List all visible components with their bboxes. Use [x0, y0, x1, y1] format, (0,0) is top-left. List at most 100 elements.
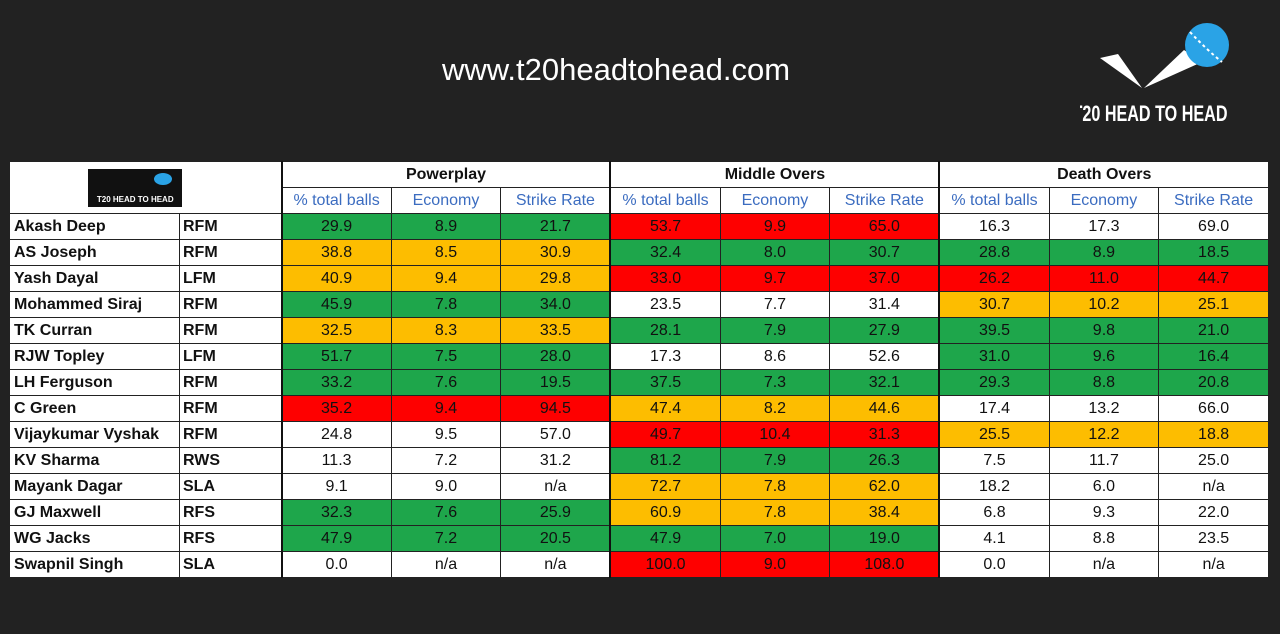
stat-cell: 30.7	[938, 291, 1050, 318]
stat-cell: 62.0	[829, 473, 940, 500]
stat-cell: 24.8	[280, 421, 392, 448]
brand-logo: T20 HEAD TO HEAD	[1080, 23, 1229, 126]
logo-streak	[1100, 54, 1142, 88]
stat-cell: 17.3	[1048, 213, 1160, 240]
player-row: KV Sharma RWS 11.3 7.2 31.2 81.2 7.9 26.3 7.5 11.…	[9, 447, 1269, 474]
stat-cell: 8.3	[390, 317, 502, 344]
stat-cell: 28.8	[938, 239, 1050, 266]
column-header: Strike Rate	[500, 187, 611, 214]
stat-cell: 4.1	[938, 525, 1050, 552]
stat-cell: 30.9	[500, 239, 611, 266]
stat-cell: 7.0	[719, 525, 831, 552]
bowler-type: RFM	[179, 239, 282, 266]
player-name: Swapnil Singh	[9, 551, 180, 578]
stat-cell: 25.0	[1158, 447, 1269, 474]
stat-cell: 32.4	[609, 239, 721, 266]
bowler-type: LFM	[179, 343, 282, 370]
player-row: C Green RFM 35.2 9.4 94.5 47.4 8.2 44.6 17.4 13.2…	[9, 395, 1269, 422]
stat-cell: 0.0	[280, 551, 392, 578]
player-name: C Green	[9, 395, 180, 422]
column-header: % total balls	[609, 187, 721, 214]
column-header: % total balls	[938, 187, 1050, 214]
stat-cell: 47.4	[609, 395, 721, 422]
stat-cell: n/a	[390, 551, 502, 578]
stat-cell: 69.0	[1158, 213, 1269, 240]
stat-cell: 21.7	[500, 213, 611, 240]
stat-cell: 13.2	[1048, 395, 1160, 422]
player-name: TK Curran	[9, 317, 180, 344]
column-header: Economy	[390, 187, 502, 214]
stat-cell: 25.1	[1158, 291, 1269, 318]
stat-cell: 9.1	[280, 473, 392, 500]
stat-cell: 19.5	[500, 369, 611, 396]
stat-cell: 29.8	[500, 265, 611, 292]
player-name: LH Ferguson	[9, 369, 180, 396]
stat-cell: 9.6	[1048, 343, 1160, 370]
stat-cell: n/a	[1048, 551, 1160, 578]
stat-cell: 8.8	[1048, 369, 1160, 396]
stat-cell: 26.3	[829, 447, 940, 474]
player-row: Mohammed Siraj RFM 45.9 7.8 34.0 23.5 7.7 31.4 3…	[9, 291, 1269, 318]
stat-cell: 31.2	[500, 447, 611, 474]
stat-cell: 28.1	[609, 317, 721, 344]
stat-cell: 65.0	[829, 213, 940, 240]
stat-cell: 8.9	[390, 213, 502, 240]
stat-cell: 60.9	[609, 499, 721, 526]
player-row: LH Ferguson RFM 33.2 7.6 19.5 37.5 7.3 32.1 29.3…	[9, 369, 1269, 396]
stat-cell: 40.9	[280, 265, 392, 292]
player-name: Akash Deep	[9, 213, 180, 240]
column-header: Economy	[1048, 187, 1160, 214]
stat-cell: 21.0	[1158, 317, 1269, 344]
table-logo-text: T20 HEAD TO HEAD	[96, 194, 174, 204]
stat-cell: 34.0	[500, 291, 611, 318]
stat-cell: 7.5	[938, 447, 1050, 474]
stat-cell: 31.0	[938, 343, 1050, 370]
player-row: TK Curran RFM 32.5 8.3 33.5 28.1 7.9 27.9 39.5 9.…	[9, 317, 1269, 344]
stat-cell: 9.7	[719, 265, 831, 292]
stat-cell: n/a	[500, 473, 611, 500]
stat-cell: 52.6	[829, 343, 940, 370]
stat-cell: 38.8	[280, 239, 392, 266]
stat-cell: 7.6	[390, 499, 502, 526]
stat-cell: 38.4	[829, 499, 940, 526]
player-name: WG Jacks	[9, 525, 180, 552]
stat-cell: 8.2	[719, 395, 831, 422]
stat-cell: 28.0	[500, 343, 611, 370]
stat-cell: 18.2	[938, 473, 1050, 500]
column-header: Strike Rate	[1158, 187, 1269, 214]
stat-cell: 33.0	[609, 265, 721, 292]
subheader-row: % total balls Economy Strike Rate% total b…	[10, 187, 1269, 214]
player-row: Swapnil Singh SLA 0.0 n/a n/a 100.0 9.0 108.0 0.…	[9, 551, 1269, 578]
stat-cell: 25.5	[938, 421, 1050, 448]
player-name: Vijaykumar Vyshak	[9, 421, 180, 448]
stat-cell: 37.5	[609, 369, 721, 396]
player-name: Yash Dayal	[9, 265, 180, 292]
stat-cell: 7.6	[390, 369, 502, 396]
stat-cell: 94.5	[500, 395, 611, 422]
stat-cell: 44.6	[829, 395, 940, 422]
group-header: Death Overs	[938, 161, 1270, 188]
player-name: AS Joseph	[9, 239, 180, 266]
logo-ball	[1185, 23, 1229, 67]
stat-cell: 17.3	[609, 343, 721, 370]
stat-cell: 37.0	[829, 265, 940, 292]
stat-cell: 8.8	[1048, 525, 1160, 552]
column-header: % total balls	[280, 187, 392, 214]
stat-cell: 9.8	[1048, 317, 1160, 344]
group-header: Middle Overs	[609, 161, 940, 188]
stat-cell: 100.0	[609, 551, 721, 578]
stat-cell: 49.7	[609, 421, 721, 448]
stat-cell: 44.7	[1158, 265, 1269, 292]
stat-cell: 20.5	[500, 525, 611, 552]
stat-cell: 35.2	[280, 395, 392, 422]
stat-cell: 19.0	[829, 525, 940, 552]
stat-cell: 7.9	[719, 317, 831, 344]
stat-cell: 9.4	[390, 265, 502, 292]
bowler-type: RFM	[179, 213, 282, 240]
stat-cell: 7.2	[390, 525, 502, 552]
stat-cell: 7.9	[719, 447, 831, 474]
stat-cell: 32.3	[280, 499, 392, 526]
player-row: WG Jacks RFS 47.9 7.2 20.5 47.9 7.0 19.0 4.1 8.8 2…	[9, 525, 1269, 552]
stat-cell: 33.2	[280, 369, 392, 396]
